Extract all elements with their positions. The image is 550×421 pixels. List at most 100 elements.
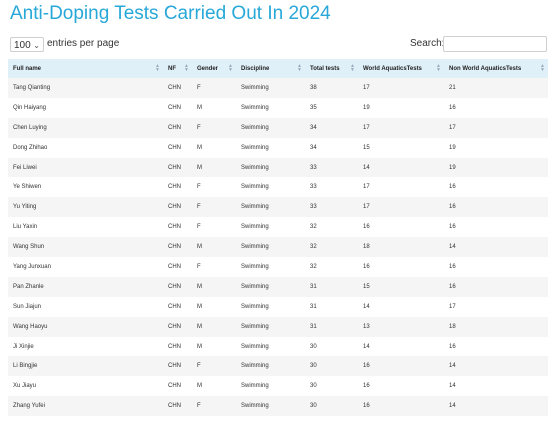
table-cell: Pan Zhanle bbox=[8, 276, 163, 297]
table-cell: CHN bbox=[163, 316, 192, 337]
sort-arrows-icon: ▲ ▼ bbox=[350, 63, 355, 73]
sort-arrows-icon: ▲ ▼ bbox=[228, 63, 233, 73]
table-cell: CHN bbox=[163, 336, 192, 357]
table-cell: 17 bbox=[444, 296, 548, 317]
table-cell: 21 bbox=[444, 78, 548, 98]
table-cell: Wang Shun bbox=[8, 237, 163, 258]
table-cell: 15 bbox=[358, 137, 444, 158]
table-cell: Liu Yaxin bbox=[8, 217, 163, 238]
table-cell: Swimming bbox=[236, 237, 305, 258]
table-row: Chen Luying CHN F Swimming 34 17 17 bbox=[8, 117, 548, 138]
table-cell: F bbox=[192, 217, 236, 238]
table-cell: 32 bbox=[305, 217, 358, 238]
column-header-label: Gender bbox=[197, 65, 219, 72]
table-cell: 16 bbox=[444, 257, 548, 277]
chevron-down-icon: ⌄ bbox=[33, 41, 40, 50]
table-cell: M bbox=[192, 157, 236, 178]
entries-per-page-select[interactable]: 100 ⌄ bbox=[10, 37, 44, 52]
table-cell: F bbox=[192, 117, 236, 138]
table-cell: CHN bbox=[163, 296, 192, 317]
table-cell: Swimming bbox=[236, 137, 305, 158]
column-header-label: Non World AquaticsTests bbox=[449, 65, 522, 72]
table-cell: CHN bbox=[163, 376, 192, 397]
table-row: Sun Jiajun CHN M Swimming 31 14 17 bbox=[8, 296, 548, 317]
table-cell: Swimming bbox=[236, 296, 305, 317]
entries-per-page-value: 100 bbox=[14, 40, 31, 51]
table-cell: 35 bbox=[305, 97, 358, 118]
table-row: Wang Haoyu CHN M Swimming 31 13 18 bbox=[8, 316, 548, 337]
column-header[interactable]: World AquaticsTests ▲ ▼ bbox=[358, 59, 444, 78]
table-cell: 30 bbox=[305, 376, 358, 397]
table-cell: 17 bbox=[358, 117, 444, 138]
column-header-label: World AquaticsTests bbox=[363, 65, 422, 72]
table-cell: Sun Jiajun bbox=[8, 296, 163, 317]
table-row: Zhang Yufei CHN F Swimming 30 16 14 bbox=[8, 396, 548, 417]
page-title: Anti-Doping Tests Carried Out In 2024 bbox=[10, 3, 331, 24]
table-cell: 31 bbox=[305, 316, 358, 337]
table-cell: 32 bbox=[305, 257, 358, 277]
table-cell: 16 bbox=[358, 257, 444, 277]
table-cell: Swimming bbox=[236, 376, 305, 397]
table-cell: 30 bbox=[305, 356, 358, 377]
table-cell: Qin Haiyang bbox=[8, 97, 163, 118]
table-cell: CHN bbox=[163, 276, 192, 297]
table-cell: 16 bbox=[358, 356, 444, 377]
column-header[interactable]: Non World AquaticsTests ▲ ▼ bbox=[444, 59, 548, 78]
table-row: Yang Junxuan CHN F Swimming 32 16 16 bbox=[8, 257, 548, 277]
entries-per-page-label: entries per page bbox=[47, 38, 120, 49]
table-cell: F bbox=[192, 197, 236, 218]
table-cell: 14 bbox=[444, 396, 548, 417]
table-cell: 17 bbox=[358, 177, 444, 198]
table-header-row: Full name ▲ ▼ NF ▲ ▼ Gender ▲ ▼ Discipline ▲ ▼ Total… bbox=[8, 59, 548, 78]
table-cell: 32 bbox=[305, 237, 358, 258]
table-cell: Swimming bbox=[236, 276, 305, 297]
table-cell: 14 bbox=[444, 237, 548, 258]
table-cell: 33 bbox=[305, 197, 358, 218]
column-header-label: Total tests bbox=[310, 65, 340, 72]
table-cell: Xu Jiayu bbox=[8, 376, 163, 397]
table-row: Xu Jiayu CHN M Swimming 30 16 14 bbox=[8, 376, 548, 397]
table-cell: 31 bbox=[305, 276, 358, 297]
table-row: Ji Xinjie CHN M Swimming 30 14 16 bbox=[8, 336, 548, 357]
search-label: Search: bbox=[410, 38, 445, 49]
table-row: Wang Shun CHN M Swimming 32 18 14 bbox=[8, 237, 548, 258]
table-cell: CHN bbox=[163, 157, 192, 178]
table-cell: 16 bbox=[444, 97, 548, 118]
column-header[interactable]: Gender ▲ ▼ bbox=[192, 59, 236, 78]
table-cell: Dong Zhihao bbox=[8, 137, 163, 158]
table-cell: M bbox=[192, 237, 236, 258]
column-header[interactable]: Total tests ▲ ▼ bbox=[305, 59, 358, 78]
table-cell: Yu Yiting bbox=[8, 197, 163, 218]
sort-arrows-icon: ▲ ▼ bbox=[297, 63, 302, 73]
table-cell: 13 bbox=[358, 316, 444, 337]
column-header[interactable]: NF ▲ ▼ bbox=[163, 59, 192, 78]
table-cell: 16 bbox=[444, 217, 548, 238]
table-cell: 15 bbox=[358, 276, 444, 297]
table-cell: M bbox=[192, 336, 236, 357]
table-cell: Swimming bbox=[236, 257, 305, 277]
column-header-label: Discipline bbox=[241, 65, 270, 72]
tests-table: Full name ▲ ▼ NF ▲ ▼ Gender ▲ ▼ Discipline ▲ ▼ Total… bbox=[8, 59, 548, 417]
table-cell: Swimming bbox=[236, 316, 305, 337]
table-cell: 18 bbox=[358, 237, 444, 258]
table-cell: 16 bbox=[358, 217, 444, 238]
column-header[interactable]: Full name ▲ ▼ bbox=[8, 59, 163, 78]
table-cell: 16 bbox=[444, 197, 548, 218]
table-body: Tang Qianting CHN F Swimming 38 17 21 Qin Haiya… bbox=[8, 78, 548, 417]
table-cell: Swimming bbox=[236, 396, 305, 417]
table-cell: CHN bbox=[163, 177, 192, 198]
table-cell: Swimming bbox=[236, 157, 305, 178]
table-cell: Wang Haoyu bbox=[8, 316, 163, 337]
table-cell: Swimming bbox=[236, 356, 305, 377]
table-cell: 16 bbox=[444, 336, 548, 357]
search-input[interactable] bbox=[443, 36, 547, 52]
column-header[interactable]: Discipline ▲ ▼ bbox=[236, 59, 305, 78]
table-cell: Swimming bbox=[236, 117, 305, 138]
table-cell: CHN bbox=[163, 97, 192, 118]
table-cell: Swimming bbox=[236, 97, 305, 118]
table-cell: F bbox=[192, 396, 236, 417]
sort-arrows-icon: ▲ ▼ bbox=[155, 63, 160, 73]
sort-arrows-icon: ▲ ▼ bbox=[184, 63, 189, 73]
table-row: Pan Zhanle CHN M Swimming 31 15 16 bbox=[8, 276, 548, 297]
table-cell: 33 bbox=[305, 177, 358, 198]
